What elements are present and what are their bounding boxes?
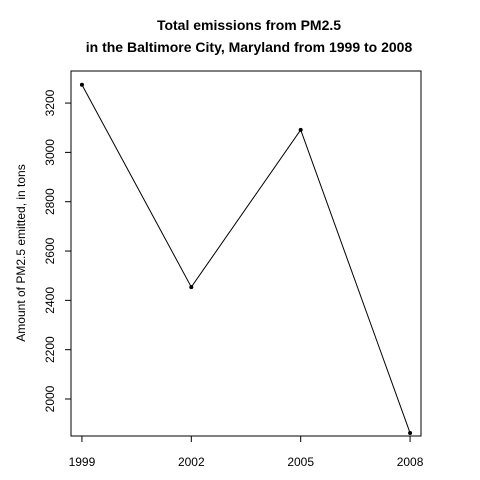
plot-frame	[70, 70, 422, 437]
y-tick-label: 2800	[43, 188, 57, 215]
data-point	[298, 127, 303, 132]
y-tick-label: 2600	[43, 237, 57, 264]
x-tick-label: 2005	[287, 455, 314, 469]
x-axis: 1999 2002 2005 2008	[69, 435, 424, 469]
data-point	[189, 285, 194, 290]
x-tick-label: 2008	[397, 455, 424, 469]
x-tick-label: 1999	[69, 455, 96, 469]
series-group	[79, 82, 413, 435]
x-tick-label: 2002	[178, 455, 205, 469]
y-tick-label: 2200	[43, 336, 57, 363]
chart-title-line-1: Total emissions from PM2.5	[157, 17, 341, 33]
series-line	[81, 84, 411, 434]
y-axis-label: Amount of PM2.5 emitted, in tons	[14, 164, 28, 341]
chart-title-line-2: in the Baltimore City, Maryland from 199…	[86, 39, 413, 55]
data-point	[408, 430, 413, 435]
y-tick-label: 3000	[43, 139, 57, 166]
data-point	[79, 82, 84, 87]
y-tick-label: 2400	[43, 287, 57, 314]
y-tick-label: 2000	[43, 385, 57, 412]
y-tick-label: 3200	[43, 89, 57, 116]
y-axis: 2000 2200 2400 2600 2800 3000 3200	[43, 89, 72, 412]
